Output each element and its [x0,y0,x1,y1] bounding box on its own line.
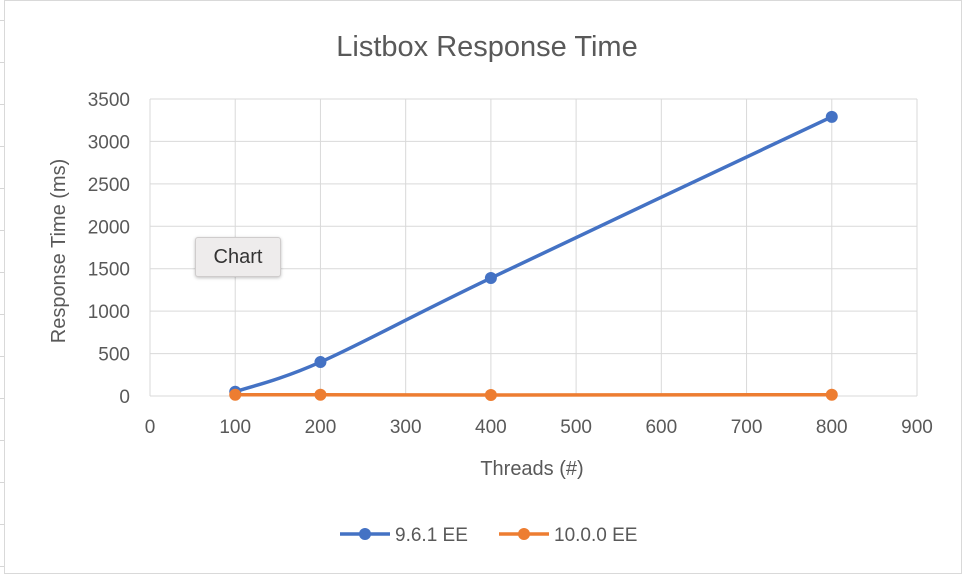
y-axis-label: Response Time (ms) [48,159,70,344]
x-tick-label: 700 [731,417,763,438]
row-gridlines [0,0,6,576]
chart-tooltip: Chart [195,237,281,277]
row-gridline [0,566,6,567]
data-point[interactable] [484,388,497,401]
data-point[interactable] [229,388,242,401]
legend[interactable]: 9.6.1 EE 10.0.0 EE [340,525,637,546]
line-chart[interactable]: Listbox Response Time 050010001500200025… [5,1,963,575]
legend-item-1[interactable]: 9.6.1 EE [340,525,468,546]
data-point[interactable] [825,388,838,401]
x-tick-label: 600 [645,417,677,438]
x-axis-label: Threads (#) [480,458,583,480]
row-gridline [0,272,6,273]
chart-area[interactable]: Listbox Response Time 0 500 1000 1500 2000 25… [4,0,962,574]
series-line-1[interactable] [233,115,834,394]
x-tick-label: 200 [305,417,337,438]
row-gridline [0,104,6,105]
x-tick-label: 900 [901,417,933,438]
data-point[interactable] [314,388,327,401]
x-tick-label: 100 [219,417,251,438]
y-axis-ticks: 0 500 1000 1500 2000 2500 3000 3500 [88,90,130,408]
x-tick-label: 400 [475,417,507,438]
chart-title: Listbox Response Time [336,31,637,63]
row-gridline [0,314,6,315]
row-gridline [0,356,6,357]
y-tick-label: 2000 [88,217,130,238]
y-tick-label: 0 [119,387,130,408]
y-tick-label: 3000 [88,132,130,153]
row-gridline [0,440,6,441]
x-tick-label: 500 [560,417,592,438]
y-tick-label: 2500 [88,175,130,196]
data-point[interactable] [825,110,838,123]
x-tick-label: 0 [145,417,156,438]
legend-label: 9.6.1 EE [395,525,468,546]
row-gridline [0,482,6,483]
x-tick-label: 800 [816,417,848,438]
legend-label: 10.0.0 EE [554,525,637,546]
row-gridline [0,62,6,63]
row-gridline [0,524,6,525]
row-gridline [0,398,6,399]
data-point[interactable] [484,272,497,285]
grid [149,98,918,397]
row-gridline [0,20,6,21]
y-tick-label: 3500 [88,90,130,111]
x-tick-label: 300 [390,417,422,438]
legend-marker [359,528,371,540]
y-tick-label: 1000 [88,302,130,323]
series-group [229,110,838,401]
row-gridline [0,188,6,189]
data-point[interactable] [314,356,327,369]
row-gridline [0,230,6,231]
legend-item-2[interactable]: 10.0.0 EE [499,525,637,546]
x-axis-ticks: 0 100 200 300 400 500 600 700 800 900 [145,417,933,438]
y-tick-label: 1500 [88,260,130,281]
legend-marker [518,528,530,540]
y-tick-label: 500 [98,345,130,366]
row-gridline [0,146,6,147]
